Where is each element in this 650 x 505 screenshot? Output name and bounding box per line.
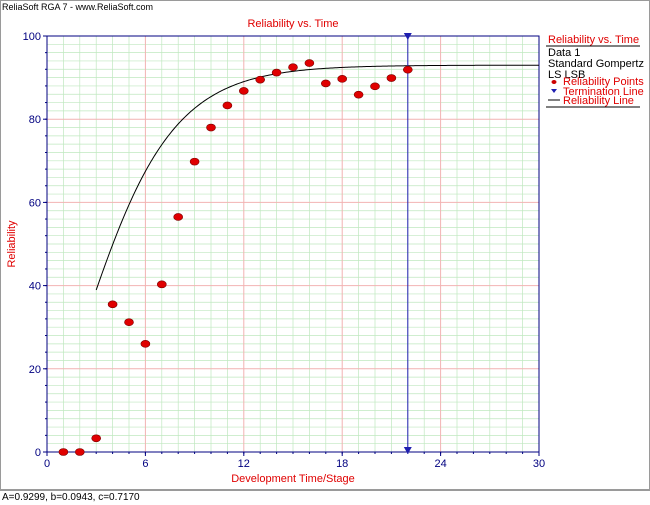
reliability-point xyxy=(124,318,134,327)
x-tick-labels: 0 6 12 18 24 30 xyxy=(44,458,545,470)
reliability-point xyxy=(58,448,69,456)
x-tick-label: 12 xyxy=(238,458,250,470)
termination-marker-top xyxy=(403,33,412,40)
window-title: ReliaSoft RGA 7 - www.ReliaSoft.com xyxy=(2,2,154,12)
legend-item-points: Reliability Points xyxy=(563,76,644,88)
legend-triangle-icon xyxy=(551,89,557,93)
chart-area: 0 6 12 18 24 30 0 20 40 60 80 100 Reliability vs. … xyxy=(6,18,644,485)
reliability-line xyxy=(95,64,540,291)
y-tick-label: 20 xyxy=(29,364,41,376)
reliability-point xyxy=(402,65,413,74)
reliability-point xyxy=(239,87,249,95)
x-tick-label: 24 xyxy=(434,458,446,470)
y-tick-label: 0 xyxy=(35,447,41,459)
legend-point-icon xyxy=(551,80,557,84)
reliability-point xyxy=(353,90,364,99)
reliability-point xyxy=(157,280,167,289)
reliability-point xyxy=(173,213,183,221)
reliability-point xyxy=(107,300,118,309)
reliability-points xyxy=(58,59,413,456)
legend-title: Reliability vs. Time xyxy=(548,34,639,46)
x-tick-label: 6 xyxy=(142,458,148,470)
termination-marker-bottom xyxy=(403,447,412,454)
reliability-point xyxy=(255,75,266,84)
chart-title: Reliability vs. Time xyxy=(247,18,338,30)
major-grid xyxy=(47,36,539,452)
reliability-point xyxy=(337,75,348,83)
x-tick-label: 30 xyxy=(533,458,545,470)
legend: Reliability vs. Time Data 1 Standard Gom… xyxy=(546,34,644,108)
legend-method: LS LSB xyxy=(548,69,585,81)
legend-item-line: Reliability Line xyxy=(563,95,634,107)
reliability-point xyxy=(91,434,101,443)
reliability-point xyxy=(206,123,216,132)
model-parameters: A=0.9299, b=0.0943, c=0.7170 xyxy=(0,490,650,504)
reliability-point xyxy=(386,74,397,82)
reliability-point xyxy=(320,79,331,88)
reliability-point xyxy=(370,82,380,91)
y-tick-label: 80 xyxy=(29,114,41,126)
x-axis-label: Development Time/Stage xyxy=(231,473,355,485)
legend-item-termination: Termination Line xyxy=(563,86,644,98)
legend-model: Standard Gompertz xyxy=(548,58,644,70)
reliability-point xyxy=(75,448,85,456)
legend-data-name: Data 1 xyxy=(548,47,580,59)
reliability-point xyxy=(304,59,315,67)
x-tick-label: 18 xyxy=(336,458,348,470)
y-tick-labels: 0 20 40 60 80 100 xyxy=(23,31,41,459)
y-axis-label: Reliability xyxy=(6,220,18,268)
reliability-point xyxy=(189,157,200,166)
reliability-point xyxy=(140,340,151,348)
minor-grid xyxy=(47,36,539,452)
x-tick-label: 0 xyxy=(44,458,50,470)
axis-ticks xyxy=(43,35,540,456)
y-tick-label: 60 xyxy=(29,197,41,209)
reliability-point xyxy=(222,101,233,110)
reliability-point xyxy=(271,68,282,77)
y-tick-label: 100 xyxy=(23,31,41,43)
reliability-point xyxy=(288,63,298,71)
y-tick-label: 40 xyxy=(29,281,41,293)
